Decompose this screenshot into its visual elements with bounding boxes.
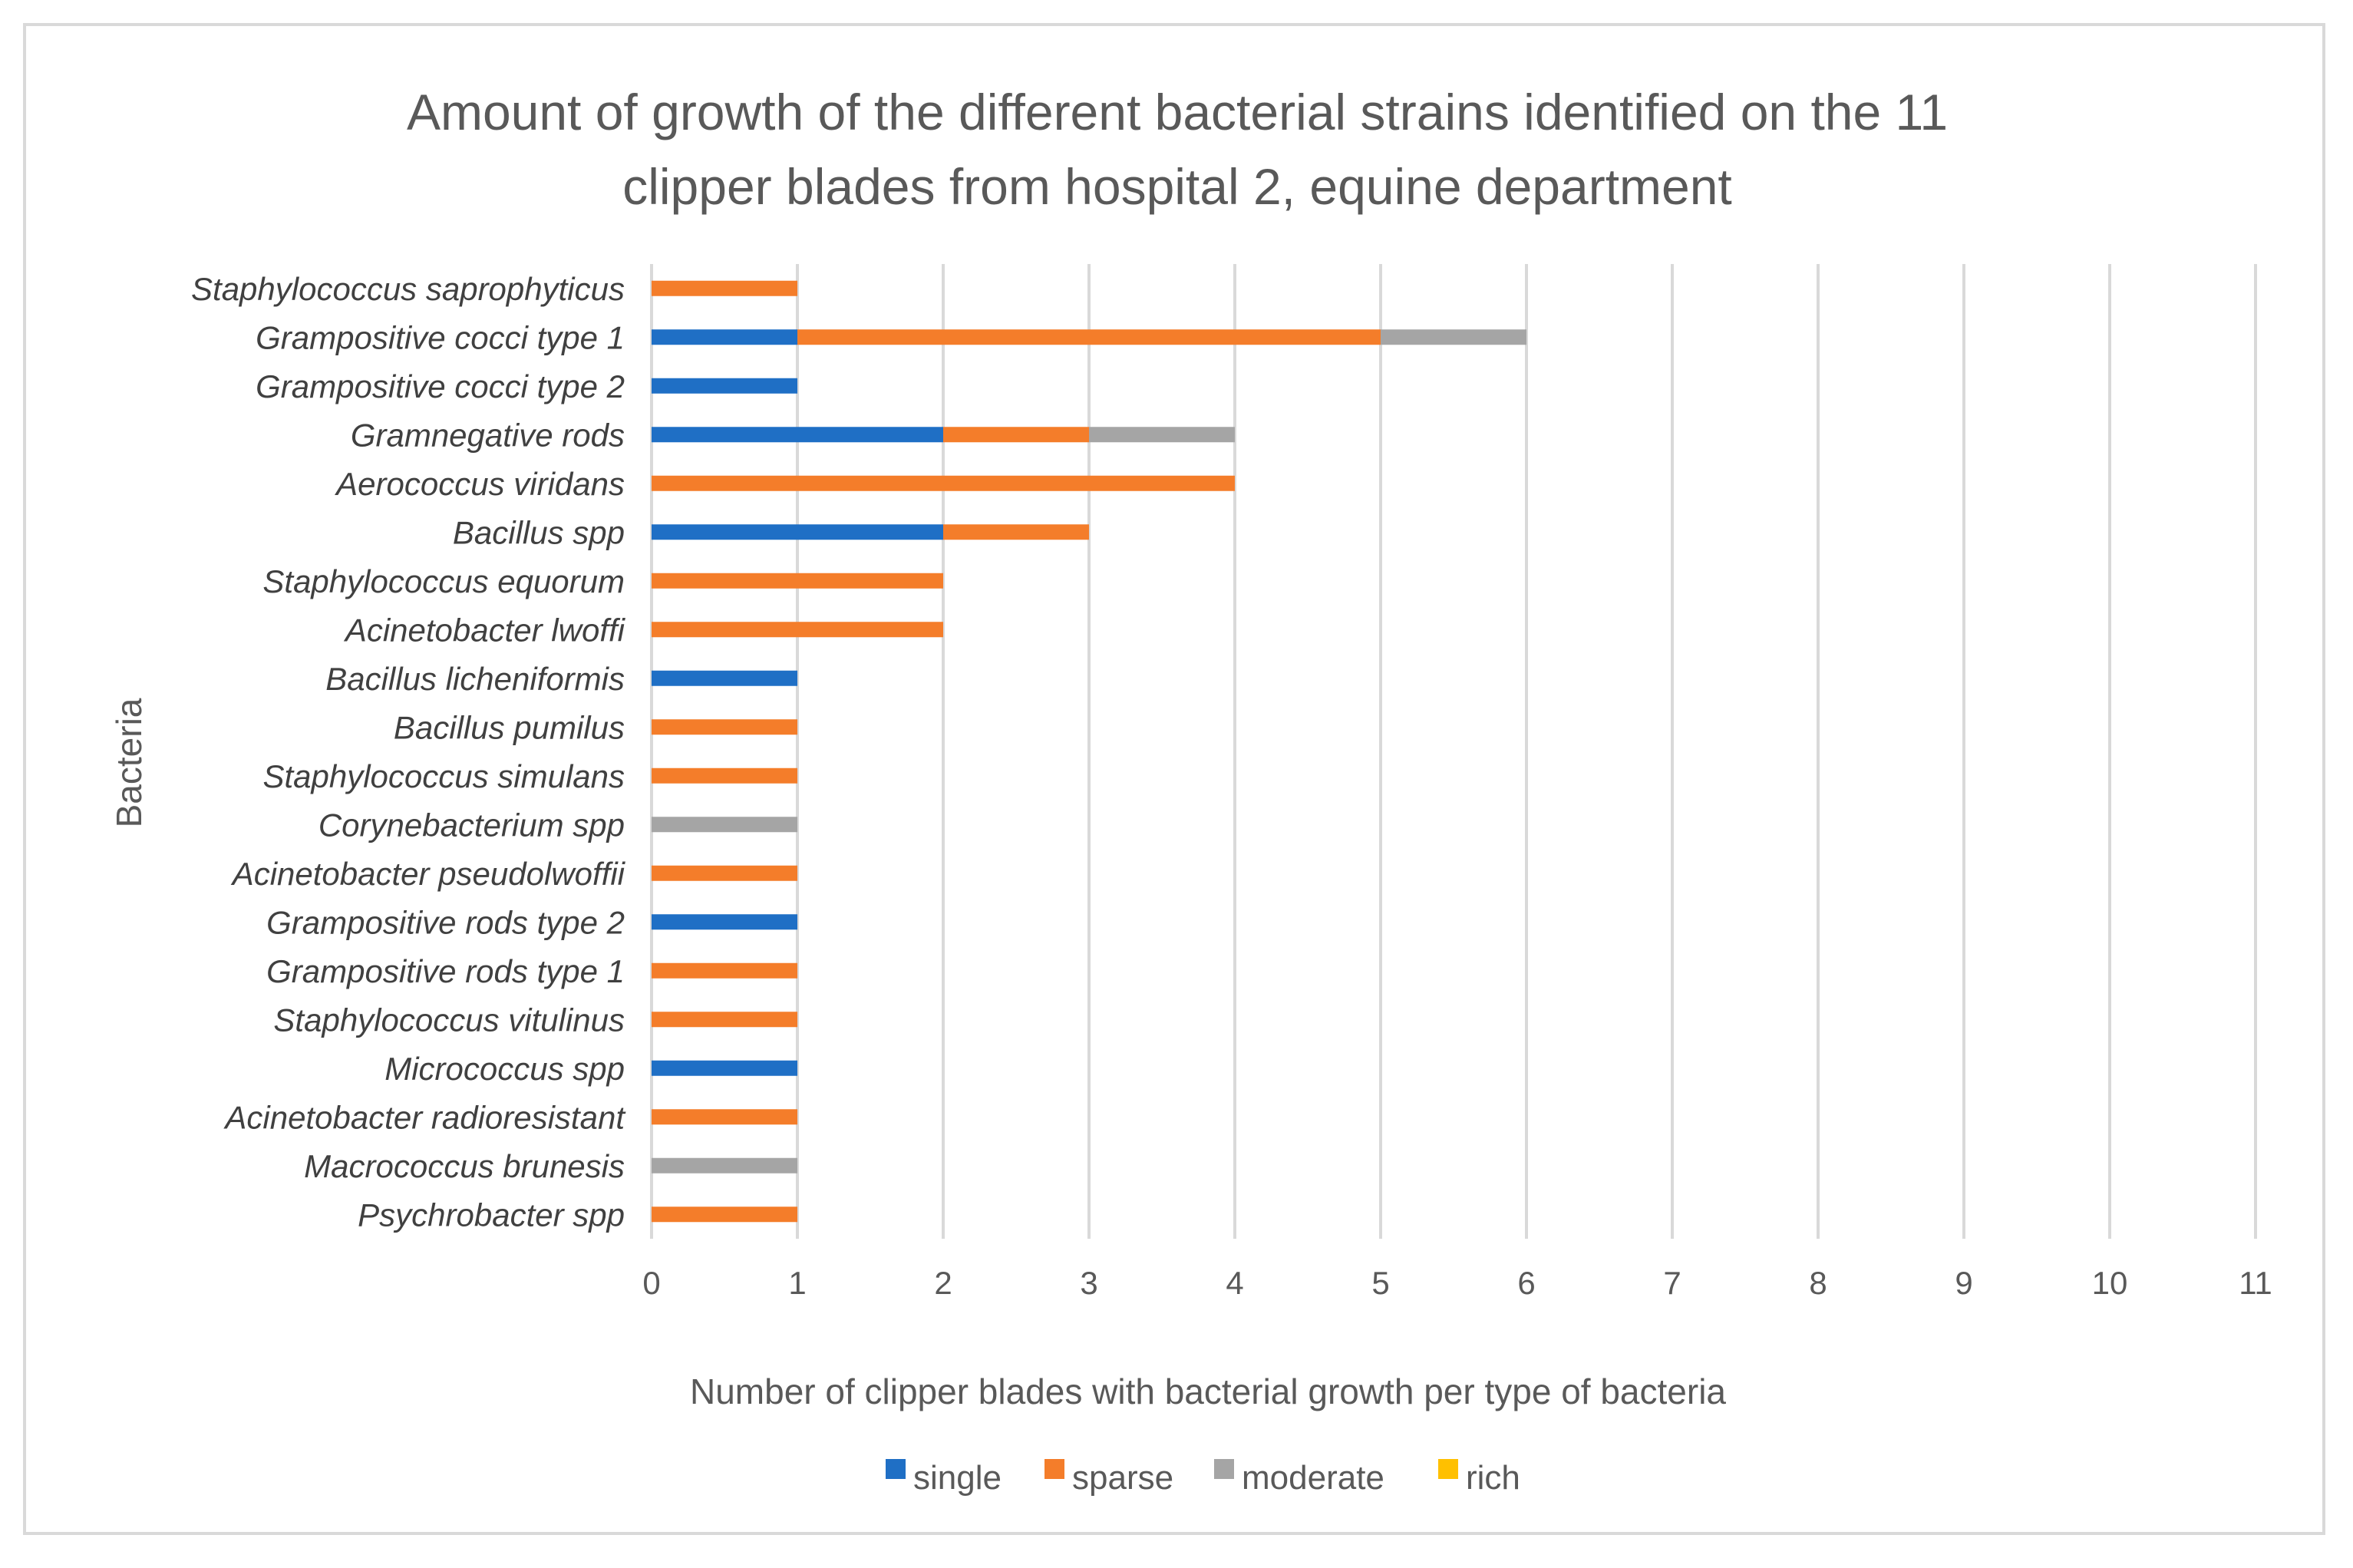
legend-label-single: single [913, 1459, 1002, 1497]
x-tick-labels: 0 1 2 3 4 5 6 7 8 9 10 11 [642, 1265, 2272, 1301]
gridlines [650, 264, 2257, 1239]
chart-title-line-1: Amount of growth of the different bacter… [407, 84, 1948, 140]
category-label: Bacillus pumilus [394, 709, 625, 745]
bar-segment-single [652, 1060, 797, 1076]
category-label: Staphylococcus saprophyticus [191, 271, 625, 307]
bar-segment-single [652, 427, 943, 443]
x-tick-label: 11 [2239, 1265, 2272, 1301]
category-label: Staphylococcus simulans [262, 758, 625, 794]
category-label: Grampositive cocci type 1 [256, 319, 625, 355]
category-label: Gramnegative rods [351, 417, 625, 453]
x-tick-label: 4 [1226, 1265, 1243, 1301]
bar-segment-sparse [652, 573, 943, 589]
category-label: Grampositive rods type 2 [266, 904, 625, 940]
x-tick-label: 2 [934, 1265, 952, 1301]
category-label: Aerococcus viridans [334, 466, 625, 502]
bar-segment-sparse [943, 427, 1089, 443]
legend: single sparse moderate rich [886, 1459, 1520, 1497]
legend-swatch-moderate [1214, 1459, 1234, 1479]
legend-label-moderate: moderate [1242, 1459, 1384, 1497]
x-tick-label: 8 [1809, 1265, 1827, 1301]
legend-label-rich: rich [1466, 1459, 1520, 1497]
bar-segment-sparse [652, 1207, 797, 1223]
category-label: Bacillus spp [453, 514, 625, 550]
bar-segment-single [652, 378, 797, 394]
bar-segment-sparse [943, 524, 1089, 540]
x-tick-label: 5 [1371, 1265, 1389, 1301]
category-label: Acinetobacter pseudolwoffii [230, 856, 626, 892]
bar-segment-sparse [652, 962, 797, 979]
category-label: Acinetobacter lwoffi [343, 612, 626, 648]
category-label: Psychrobacter spp [358, 1197, 625, 1233]
bar-segment-sparse [652, 622, 943, 638]
x-tick-label: 7 [1663, 1265, 1681, 1301]
category-label: Acinetobacter radioresistant [223, 1099, 626, 1135]
stacked-bar-chart: Amount of growth of the different bacter… [109, 84, 2272, 1497]
category-label: Bacillus licheniformis [325, 661, 625, 697]
bar-segment-single [652, 524, 943, 540]
category-label: Staphylococcus equorum [262, 563, 625, 599]
bar-segment-single [652, 329, 797, 345]
category-label: Grampositive cocci type 2 [256, 368, 625, 404]
legend-swatch-single [886, 1459, 906, 1479]
legend-swatch-sparse [1044, 1459, 1064, 1479]
bar-segment-moderate [1089, 427, 1235, 443]
x-tick-label: 10 [2092, 1265, 2128, 1301]
bar-segment-sparse [652, 280, 797, 296]
category-label: Staphylococcus vitulinus [273, 1002, 625, 1038]
bar-segment-single [652, 670, 797, 686]
x-axis-title: Number of clipper blades with bacterial … [690, 1372, 1726, 1411]
category-label: Micrococcus spp [384, 1051, 625, 1087]
x-tick-label: 9 [1955, 1265, 1972, 1301]
bar-segment-sparse [652, 1012, 797, 1028]
chart-frame: Amount of growth of the different bacter… [23, 23, 2325, 1535]
x-tick-label: 6 [1517, 1265, 1535, 1301]
y-axis-title: Bacteria [109, 698, 149, 827]
bar-segment-moderate [1381, 329, 1526, 345]
x-tick-label: 3 [1080, 1265, 1097, 1301]
legend-label-sparse: sparse [1072, 1459, 1173, 1497]
bar-segment-sparse [652, 475, 1235, 491]
bar-segment-sparse [652, 767, 797, 784]
bar-segment-moderate [652, 817, 797, 833]
bar-segment-sparse [652, 719, 797, 735]
category-label: Corynebacterium spp [318, 807, 625, 843]
category-label: Macrococcus brunesis [304, 1148, 625, 1184]
x-tick-label: 1 [788, 1265, 806, 1301]
legend-swatch-rich [1438, 1459, 1458, 1479]
category-labels: Staphylococcus saprophyticus Grampositive… [191, 271, 626, 1233]
bar-segment-sparse [652, 865, 797, 881]
bar-segment-moderate [652, 1157, 797, 1174]
bar-segment-single [652, 914, 797, 930]
bar-segment-sparse [652, 1109, 797, 1125]
x-tick-label: 0 [642, 1265, 660, 1301]
chart-title-line-2: clipper blades from hospital 2, equine d… [622, 158, 1732, 215]
bars [652, 280, 1526, 1223]
bar-segment-sparse [797, 329, 1381, 345]
category-label: Grampositive rods type 1 [266, 953, 625, 989]
